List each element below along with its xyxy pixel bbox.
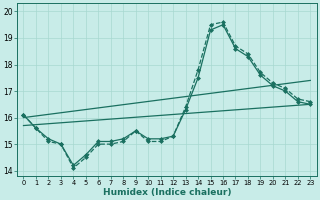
- X-axis label: Humidex (Indice chaleur): Humidex (Indice chaleur): [103, 188, 231, 197]
